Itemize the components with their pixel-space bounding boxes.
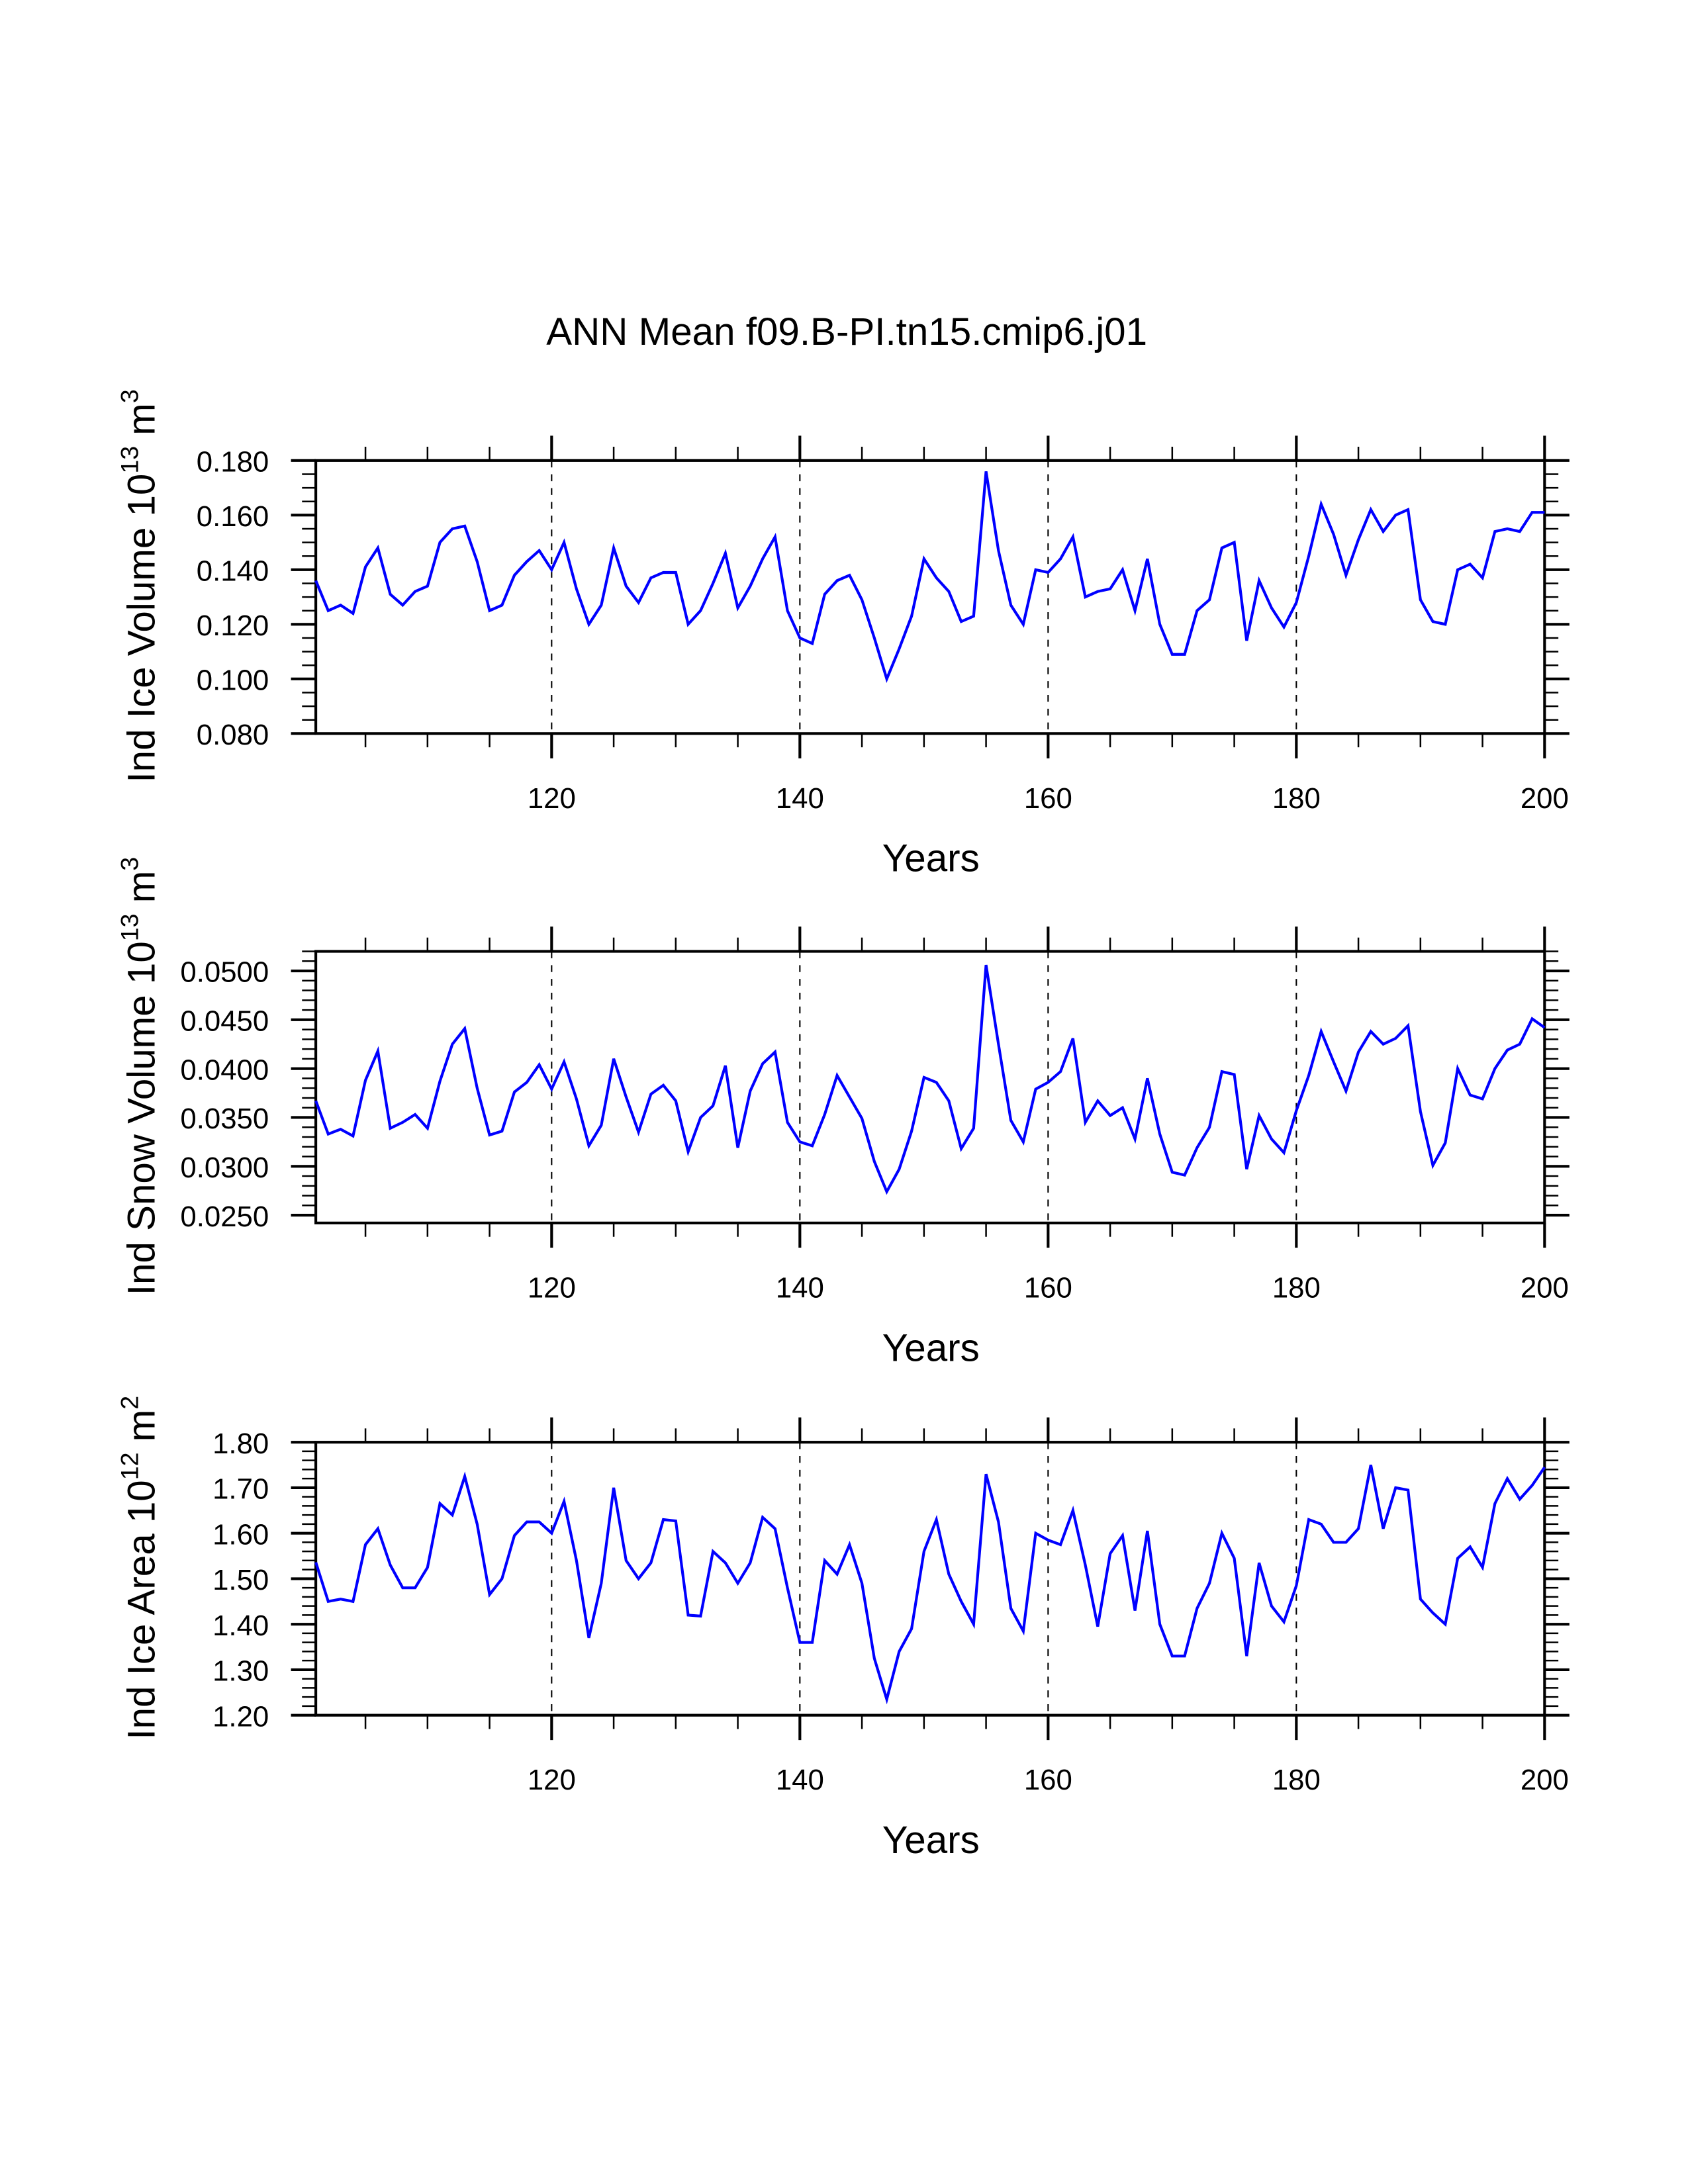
y-label-exponent: 13 (115, 913, 143, 941)
x-tick-label: 160 (1024, 1764, 1072, 1796)
y-tick-label: 0.120 (197, 610, 269, 642)
x-tick-label: 120 (528, 1764, 576, 1796)
y-tick-label: 0.140 (197, 555, 269, 588)
y-label-exponent: 13 (115, 446, 143, 474)
y-tick-label: 1.50 (212, 1564, 269, 1596)
x-tick-label: 140 (776, 782, 824, 815)
y-tick-label: 0.0300 (180, 1152, 269, 1184)
y-axis-label: Ind Ice Volume 1013 m3 (115, 389, 163, 782)
x-tick-label: 160 (1024, 1271, 1072, 1304)
y-label-unit-exponent: 2 (115, 1396, 143, 1410)
y-tick-label: 0.180 (197, 446, 269, 478)
plot-frame (314, 459, 1546, 735)
x-tick-label: 200 (1521, 1271, 1569, 1304)
x-tick-label: 200 (1521, 782, 1569, 815)
panel-3: 120 140 160 180 200 1.20 1.30 1.40 1.50 1.60 1.70 1… (115, 1396, 1570, 1862)
y-axis-label: Ind Ice Area 1012 m2 (115, 1396, 163, 1740)
y-tick-label: 0.080 (197, 719, 269, 751)
x-tick-label: 200 (1521, 1764, 1569, 1796)
y-label-unit: m (120, 871, 163, 914)
y-tick-label: 0.0350 (180, 1103, 269, 1135)
x-tick-label: 160 (1024, 782, 1072, 815)
y-tick-label: 1.70 (212, 1473, 269, 1506)
y-tick-label: 1.40 (212, 1610, 269, 1642)
y-tick-label: 1.30 (212, 1655, 269, 1688)
y-label-unit: m (120, 1410, 163, 1453)
chart-title: ANN Mean f09.B-PI.tn15.cmip6.j01 (546, 310, 1147, 353)
y-tick-label: 0.0450 (180, 1005, 269, 1038)
y-tick-label: 0.0400 (180, 1054, 269, 1086)
y-axis-label: Ind Snow Volume 1013 m3 (115, 857, 163, 1295)
y-tick-label: 0.0250 (180, 1201, 269, 1233)
plot-frame (314, 950, 1546, 1225)
y-tick-label: 1.20 (212, 1700, 269, 1733)
y-tick-label: 0.100 (197, 664, 269, 697)
y-label-unit-exponent: 3 (115, 389, 143, 403)
panel-1: 120 140 160 180 200 0.080 0.100 0.120 0.140 0.160… (115, 389, 1570, 880)
y-label-text: Ind Snow Volume 10 (120, 941, 163, 1295)
y-label-text: Ind Ice Volume 10 (120, 474, 163, 783)
y-tick-label: 1.80 (212, 1428, 269, 1460)
y-label-exponent: 12 (115, 1453, 143, 1480)
y-label-text: Ind Ice Area 10 (120, 1480, 163, 1739)
y-tick-label: 0.0500 (180, 956, 269, 989)
panel-2: 120 140 160 180 200 0.0250 0.0300 0.0350 0.0400 0… (115, 857, 1570, 1369)
y-tick-label: 1.60 (212, 1518, 269, 1551)
x-axis-label: Years (882, 837, 980, 880)
x-tick-label: 180 (1272, 1764, 1321, 1796)
x-tick-label: 120 (528, 782, 576, 815)
x-axis-label: Years (882, 1326, 980, 1369)
x-tick-label: 180 (1272, 1271, 1321, 1304)
x-axis-label: Years (882, 1819, 980, 1862)
y-label-unit-exponent: 3 (115, 857, 143, 871)
data-series-line (314, 471, 1545, 684)
x-tick-label: 140 (776, 1764, 824, 1796)
plot-frame (314, 1441, 1546, 1717)
y-label-unit: m (120, 403, 163, 446)
x-tick-label: 180 (1272, 782, 1321, 815)
data-series-line (314, 964, 1546, 1195)
data-series-line (314, 1465, 1546, 1705)
x-tick-label: 120 (528, 1271, 576, 1304)
y-tick-label: 0.160 (197, 500, 269, 533)
x-tick-label: 140 (776, 1271, 824, 1304)
